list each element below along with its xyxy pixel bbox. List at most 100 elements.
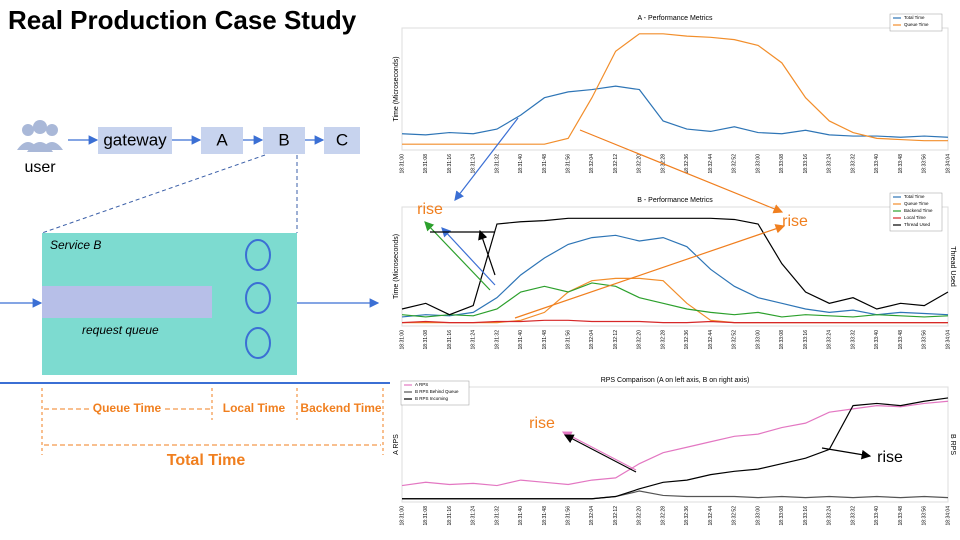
node-label: gateway bbox=[103, 130, 167, 149]
x-tick-label: 18:33:16 bbox=[803, 154, 809, 174]
y-axis-label: Time (Microseconds) bbox=[393, 56, 400, 121]
annotation: rise bbox=[782, 213, 808, 230]
x-tick-label: 18:33:24 bbox=[827, 330, 833, 350]
x-tick-label: 18:33:16 bbox=[803, 506, 809, 526]
x-tick-label: 18:31:40 bbox=[518, 506, 524, 526]
x-tick-label: 18:34:04 bbox=[945, 506, 951, 526]
legend-label: Backend Time bbox=[904, 208, 933, 213]
x-tick-label: 18:33:08 bbox=[779, 154, 785, 174]
segment-label: Queue Time bbox=[93, 401, 162, 415]
legend-box bbox=[889, 13, 943, 32]
x-tick-label: 18:32:04 bbox=[589, 154, 595, 174]
x-tick-label: 18:32:28 bbox=[660, 506, 666, 526]
x-tick-label: 18:33:40 bbox=[874, 154, 880, 174]
x-tick-label: 18:32:36 bbox=[684, 154, 690, 174]
x-tick-label: 18:33:32 bbox=[850, 330, 856, 350]
x-tick-label: 18:31:48 bbox=[542, 330, 548, 350]
legend-box bbox=[400, 380, 470, 406]
x-tick-label: 18:32:36 bbox=[684, 330, 690, 350]
queue-label: request queue bbox=[82, 323, 159, 337]
x-tick-label: 18:33:40 bbox=[874, 506, 880, 526]
legend-label: B RPS Behind Queue bbox=[415, 389, 459, 394]
charts: A - Performance Metrics Time (Microsecond… bbox=[393, 13, 956, 526]
x-tick-label: 18:33:08 bbox=[779, 506, 785, 526]
service-label: Service B bbox=[50, 238, 101, 252]
x-tick-label: 18:32:44 bbox=[708, 506, 714, 526]
plot-frame bbox=[401, 206, 949, 327]
x-tick-label: 18:31:24 bbox=[471, 154, 477, 174]
threads bbox=[245, 239, 271, 359]
x-tick-label: 18:33:00 bbox=[755, 154, 761, 174]
x-tick-label: 18:33:00 bbox=[755, 330, 761, 350]
legend: Total Time Queue Time Backend Time Local Ti… bbox=[889, 192, 943, 232]
x-tick-label: 18:33:56 bbox=[922, 506, 928, 526]
x-tick-label: 18:33:40 bbox=[874, 330, 880, 350]
legend-label: Queue Time bbox=[904, 201, 929, 206]
x-tick-label: 18:32:20 bbox=[637, 154, 643, 174]
x-tick-label: 18:32:12 bbox=[613, 330, 619, 350]
x-tick-label: 18:33:48 bbox=[898, 330, 904, 350]
x-tick-label: 18:32:44 bbox=[708, 154, 714, 174]
slide-title: Real Production Case Study bbox=[8, 5, 357, 35]
x-tick-label: 18:31:56 bbox=[566, 330, 572, 350]
x-tick-label: 18:31:56 bbox=[566, 506, 572, 526]
x-tick-label: 18:33:24 bbox=[827, 506, 833, 526]
x-tick-label: 18:32:28 bbox=[660, 330, 666, 350]
annotation: rise bbox=[877, 449, 903, 466]
node-boxes bbox=[98, 127, 360, 154]
x-tick-label: 18:32:04 bbox=[589, 330, 595, 350]
x-tick-label: 18:33:24 bbox=[827, 154, 833, 174]
series-line bbox=[402, 33, 948, 145]
annotation: rise bbox=[417, 201, 443, 218]
series-line bbox=[401, 85, 949, 138]
x-tick-label: 18:31:56 bbox=[566, 154, 572, 174]
legend-label: Thread Used bbox=[904, 222, 931, 227]
x-tick-label: 18:31:08 bbox=[423, 154, 429, 174]
series-line bbox=[402, 397, 949, 500]
x-tick-label: 18:32:20 bbox=[637, 506, 643, 526]
y-axis-label: A RPS bbox=[393, 434, 400, 455]
x-tick-label: 18:32:12 bbox=[613, 154, 619, 174]
x-tick-label: 18:33:48 bbox=[898, 506, 904, 526]
x-tick-label: 18:31:32 bbox=[494, 506, 500, 526]
x-tick-label: 18:31:32 bbox=[494, 154, 500, 174]
legend-label: B RPS Incoming bbox=[415, 396, 449, 401]
legend-label: Total Time bbox=[904, 15, 925, 20]
x-tick-label: 18:33:56 bbox=[922, 154, 928, 174]
legend: A RPS B RPS Behind Queue B RPS Incoming bbox=[400, 380, 470, 406]
node-label: A bbox=[216, 130, 228, 149]
x-tick-label: 18:33:32 bbox=[850, 154, 856, 174]
x-tick-label: 18:31:24 bbox=[471, 506, 477, 526]
legend-label: Queue Time bbox=[904, 22, 929, 27]
chart-title: A - Performance Metrics bbox=[637, 15, 713, 22]
legend: Total Time Queue Time bbox=[889, 13, 943, 32]
x-tick-label: 18:32:44 bbox=[708, 330, 714, 350]
x-tick-label: 18:33:32 bbox=[850, 506, 856, 526]
plot-frame bbox=[401, 386, 949, 503]
series-line bbox=[401, 217, 949, 316]
zoom-lines bbox=[41, 154, 298, 234]
plot-frame bbox=[401, 27, 949, 151]
x-tick-label: 18:31:48 bbox=[542, 506, 548, 526]
queue-box bbox=[42, 286, 212, 318]
segment-label: Backend Time bbox=[300, 401, 381, 415]
chart-title: B - Performance Metrics bbox=[637, 197, 713, 204]
x-tick-label: 18:31:00 bbox=[399, 506, 405, 526]
x-tick-label: 18:32:52 bbox=[732, 330, 738, 350]
node-label: C bbox=[336, 130, 348, 149]
x-tick-label: 18:32:12 bbox=[613, 506, 619, 526]
node-label: B bbox=[278, 130, 289, 149]
series-line bbox=[401, 234, 949, 318]
x-tick-label: 18:33:16 bbox=[803, 330, 809, 350]
legend-label: A RPS bbox=[415, 382, 428, 387]
x-tick-label: 18:34:04 bbox=[945, 154, 951, 174]
x-tick-label: 18:33:56 bbox=[922, 330, 928, 350]
y2-axis-label: Thread Used bbox=[949, 246, 956, 287]
x-tick-label: 18:31:16 bbox=[447, 330, 453, 350]
node-label: user bbox=[24, 159, 56, 176]
x-tick-label: 18:33:00 bbox=[755, 506, 761, 526]
series-line bbox=[401, 400, 949, 487]
x-tick-label: 18:31:32 bbox=[494, 330, 500, 350]
x-tick-label: 18:31:08 bbox=[423, 330, 429, 350]
